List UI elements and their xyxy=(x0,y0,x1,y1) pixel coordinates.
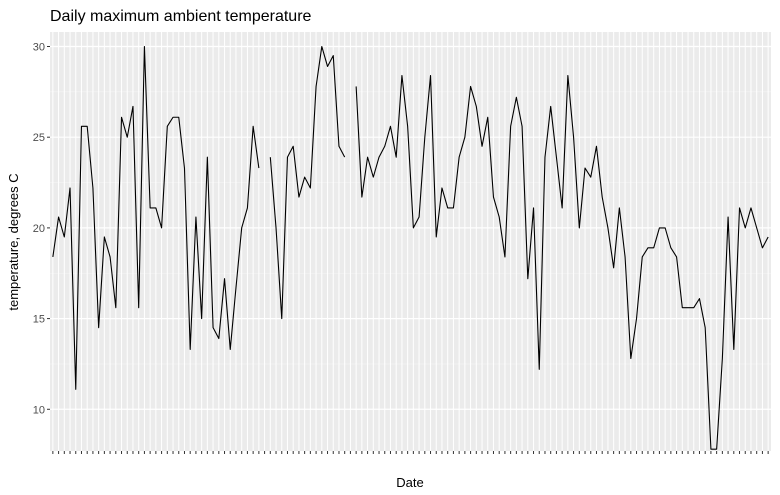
grid-major xyxy=(50,45,771,410)
y-tick-label: 10 xyxy=(33,404,45,416)
x-axis-title: Date xyxy=(396,475,423,490)
y-tick-label: 25 xyxy=(33,132,45,144)
chart-title: Daily maximum ambient temperature xyxy=(50,8,312,25)
series-layer xyxy=(52,45,769,450)
y-tick-label: 15 xyxy=(33,314,45,326)
y-tick-label: 20 xyxy=(33,223,45,235)
y-axis-title: temperature, degrees C xyxy=(6,173,21,310)
grid-vertical xyxy=(52,32,769,451)
x-axis xyxy=(52,451,769,454)
plot-panel xyxy=(50,32,771,451)
y-axis: 10 15 20 25 30 xyxy=(33,42,50,416)
series-line-temperature xyxy=(52,45,769,450)
y-tick-label: 30 xyxy=(33,42,45,54)
